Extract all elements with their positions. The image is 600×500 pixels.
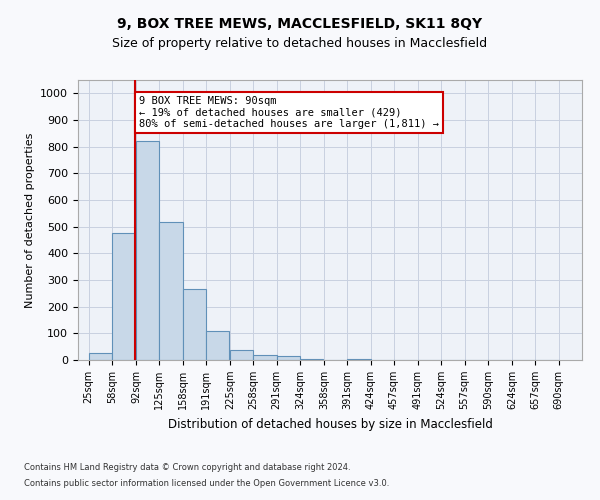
Bar <box>182 290 206 360</box>
Text: Contains HM Land Registry data © Crown copyright and database right 2024.: Contains HM Land Registry data © Crown c… <box>24 464 350 472</box>
Bar <box>206 330 229 360</box>
Bar <box>230 350 253 360</box>
Bar <box>253 354 277 360</box>
Bar <box>112 233 135 360</box>
Bar <box>347 358 371 360</box>
Bar <box>136 142 159 360</box>
X-axis label: Distribution of detached houses by size in Macclesfield: Distribution of detached houses by size … <box>167 418 493 430</box>
Text: Size of property relative to detached houses in Macclesfield: Size of property relative to detached ho… <box>112 38 488 51</box>
Y-axis label: Number of detached properties: Number of detached properties <box>25 132 35 308</box>
Bar <box>89 353 112 360</box>
Text: 9 BOX TREE MEWS: 90sqm
← 19% of detached houses are smaller (429)
80% of semi-de: 9 BOX TREE MEWS: 90sqm ← 19% of detached… <box>139 96 439 129</box>
Text: 9, BOX TREE MEWS, MACCLESFIELD, SK11 8QY: 9, BOX TREE MEWS, MACCLESFIELD, SK11 8QY <box>118 18 482 32</box>
Text: Contains public sector information licensed under the Open Government Licence v3: Contains public sector information licen… <box>24 478 389 488</box>
Bar <box>159 222 182 360</box>
Bar <box>277 356 300 360</box>
Bar <box>300 358 323 360</box>
